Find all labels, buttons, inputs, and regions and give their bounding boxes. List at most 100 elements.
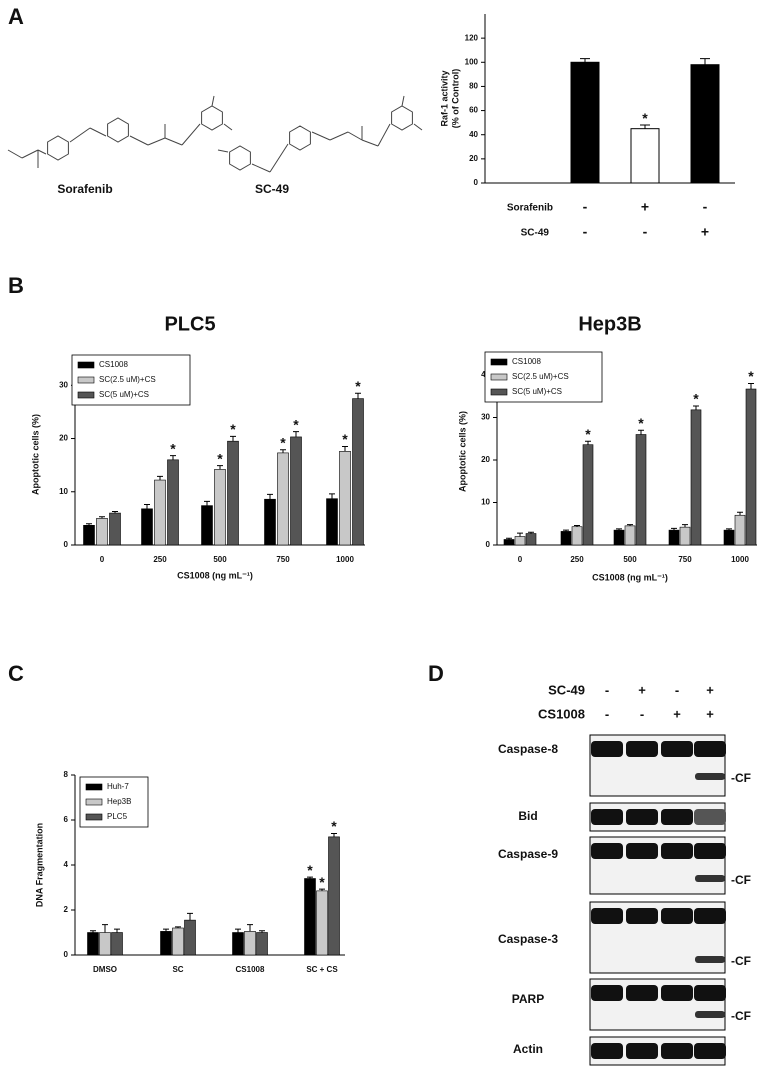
error-bar bbox=[144, 504, 150, 509]
ring bbox=[107, 117, 129, 143]
bar bbox=[184, 919, 196, 956]
legend-swatch bbox=[490, 388, 508, 396]
y-tick-label: 0 bbox=[486, 540, 491, 549]
y-tick-label: 0 bbox=[64, 950, 69, 959]
significance-star: * bbox=[307, 862, 313, 878]
blot-band bbox=[694, 741, 726, 757]
blot-band bbox=[661, 741, 693, 757]
bar bbox=[503, 539, 515, 546]
bar bbox=[244, 931, 256, 956]
bar bbox=[167, 459, 179, 546]
blot-label: Actin bbox=[513, 1042, 543, 1056]
error-bar bbox=[342, 446, 348, 452]
blot-label: Caspase-3 bbox=[498, 932, 558, 946]
compound-name: Sorafenib bbox=[57, 182, 112, 196]
blot-band bbox=[661, 985, 693, 1001]
blot-band bbox=[591, 741, 623, 757]
y-tick-label: 60 bbox=[469, 106, 478, 115]
blot-band bbox=[626, 1043, 658, 1059]
error-bar bbox=[331, 833, 337, 837]
x-tick-label: 1000 bbox=[731, 555, 749, 564]
bar bbox=[304, 878, 316, 956]
y-tick-label: 100 bbox=[465, 57, 479, 66]
bond bbox=[21, 149, 39, 159]
blot-band bbox=[626, 985, 658, 1001]
bar bbox=[582, 444, 594, 546]
x-axis-label: CS1008 (ng mL⁻¹) bbox=[177, 570, 253, 580]
bar bbox=[99, 932, 111, 956]
error-bar bbox=[682, 524, 688, 528]
x-tick-label: 0 bbox=[100, 555, 105, 564]
treatment-value: + bbox=[638, 682, 646, 697]
bond bbox=[311, 131, 331, 141]
legend-swatch bbox=[77, 391, 95, 399]
y-tick-label: 8 bbox=[64, 770, 69, 779]
legend-label: CS1008 bbox=[99, 360, 128, 369]
bar bbox=[613, 529, 625, 546]
legend-label: CS1008 bbox=[512, 357, 541, 366]
blot-band bbox=[591, 809, 623, 825]
condition-value: + bbox=[701, 224, 709, 240]
y-tick-label: 20 bbox=[469, 154, 478, 163]
x-tick-label: 500 bbox=[623, 555, 637, 564]
y-tick-label: 120 bbox=[465, 33, 479, 42]
cleaved-label: -CF bbox=[731, 954, 751, 968]
y-tick-label: 30 bbox=[481, 413, 490, 422]
treatment-name: SC-49 bbox=[548, 682, 585, 697]
bar bbox=[560, 531, 572, 546]
significance-star: * bbox=[230, 421, 236, 437]
x-tick-label: SC bbox=[172, 965, 183, 974]
error-bar bbox=[640, 124, 650, 129]
bar bbox=[635, 434, 647, 546]
ring bbox=[229, 145, 251, 171]
bar bbox=[525, 533, 537, 546]
error-bar bbox=[585, 440, 591, 445]
blot-label: Caspase-8 bbox=[498, 742, 558, 756]
panel-label: A bbox=[8, 4, 24, 29]
bar bbox=[227, 440, 239, 546]
bond bbox=[401, 95, 405, 107]
x-tick-label: 250 bbox=[570, 555, 584, 564]
blot-band bbox=[661, 908, 693, 924]
error-bar bbox=[163, 928, 169, 932]
bar bbox=[723, 529, 735, 546]
bar bbox=[745, 388, 757, 546]
blot-label: Bid bbox=[518, 809, 537, 823]
bond bbox=[361, 139, 379, 147]
chart-title: Hep3B bbox=[578, 313, 641, 335]
bar bbox=[514, 536, 526, 546]
y-axis-label: (% of Control) bbox=[450, 69, 460, 128]
significance-star: * bbox=[342, 431, 348, 447]
cleaved-band bbox=[695, 956, 725, 963]
significance-star: * bbox=[170, 440, 176, 456]
bar bbox=[570, 61, 600, 184]
blot-band bbox=[694, 908, 726, 924]
error-bar bbox=[580, 58, 590, 63]
significance-star: * bbox=[280, 434, 286, 450]
blot-band bbox=[591, 843, 623, 859]
y-tick-label: 4 bbox=[64, 860, 69, 869]
x-tick-label: 750 bbox=[678, 555, 692, 564]
significance-star: * bbox=[217, 450, 223, 466]
blot-band bbox=[694, 985, 726, 1001]
y-axis-label: Raf-1 activity bbox=[439, 70, 449, 126]
x-tick-label: 0 bbox=[518, 555, 523, 564]
x-axis-label: CS1008 (ng mL⁻¹) bbox=[592, 572, 668, 582]
legend-swatch bbox=[85, 813, 103, 821]
significance-star: * bbox=[642, 110, 648, 126]
bond bbox=[347, 131, 363, 141]
y-tick-label: 80 bbox=[469, 82, 478, 91]
significance-star: * bbox=[293, 416, 299, 432]
legend-label: PLC5 bbox=[107, 812, 128, 821]
legend-swatch bbox=[490, 358, 508, 366]
bond bbox=[7, 149, 23, 159]
bond bbox=[37, 149, 47, 155]
bond bbox=[164, 137, 183, 146]
bar bbox=[690, 64, 720, 184]
treatment-value: - bbox=[675, 682, 679, 697]
y-axis-label: DNA Fragmentation bbox=[34, 823, 44, 907]
bar bbox=[316, 890, 328, 956]
treatment-value: + bbox=[706, 706, 714, 721]
error-bar bbox=[102, 924, 108, 933]
legend-swatch bbox=[77, 376, 95, 384]
